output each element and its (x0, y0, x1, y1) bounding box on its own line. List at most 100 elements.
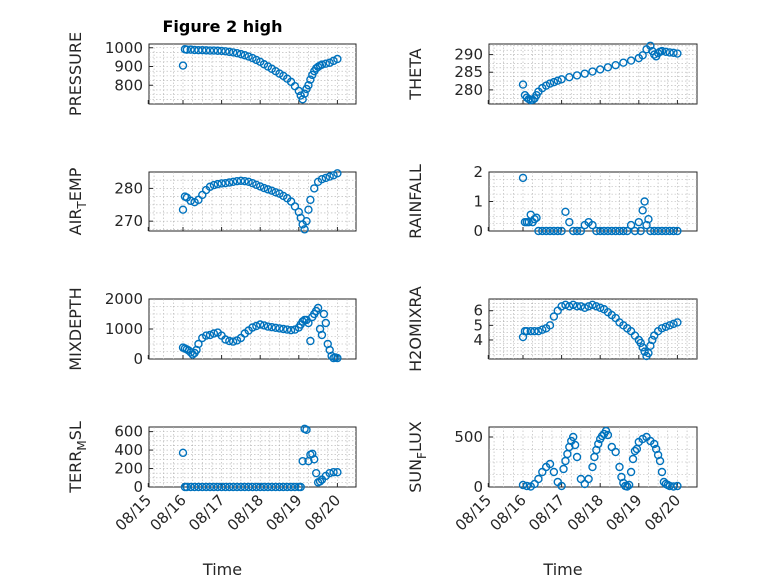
data-point (333, 54, 342, 64)
data-point (669, 48, 678, 58)
data-point (646, 41, 655, 50)
data-point (657, 226, 667, 236)
data-point (644, 348, 653, 358)
y-tick-label: 0 (473, 478, 483, 496)
data-point (596, 65, 605, 74)
data-point (217, 46, 226, 56)
data-point (205, 182, 215, 191)
data-point (557, 302, 566, 311)
data-point (592, 302, 601, 311)
data-point (611, 226, 620, 236)
data-point (198, 45, 207, 55)
data-point (549, 226, 559, 236)
data-point (640, 197, 649, 206)
data-point (232, 176, 242, 186)
data-point (300, 89, 309, 98)
data-point (286, 326, 296, 335)
x-tick-label: 08/18 (224, 491, 267, 534)
data-point (626, 467, 636, 477)
subplot-7: 0200400600TERRMSL08/1508/1608/1708/1808/… (66, 421, 357, 579)
data-point (603, 430, 613, 440)
data-point (317, 175, 327, 184)
data-point (209, 180, 219, 190)
data-point (228, 482, 238, 492)
data-point (636, 338, 645, 348)
data-point (329, 468, 338, 477)
data-point (673, 318, 682, 327)
data-point (607, 226, 616, 236)
data-point (588, 67, 597, 76)
data-point (534, 326, 543, 336)
data-point (661, 47, 671, 56)
data-point (530, 326, 539, 336)
data-point (628, 454, 638, 464)
grid (489, 427, 697, 487)
data-point (673, 49, 682, 58)
data-point (646, 226, 655, 236)
data-point (221, 482, 230, 492)
data-point (298, 317, 307, 326)
data-point (306, 336, 315, 346)
data-point (221, 178, 230, 188)
y-tick-label: 280 (114, 179, 143, 197)
y-tick-label: 270 (114, 212, 143, 230)
data-point (572, 71, 582, 80)
data-point (619, 58, 628, 67)
data-point (545, 459, 555, 469)
data-point (611, 447, 620, 457)
data-point (310, 184, 319, 193)
data-point (623, 482, 632, 491)
data-point (534, 474, 543, 484)
y-axis-label: AIRTEMP (66, 167, 89, 235)
y-tick-label: 1 (473, 193, 483, 211)
data-point (553, 76, 562, 85)
data-point (325, 172, 334, 181)
data-point (236, 482, 246, 492)
data-point (572, 226, 582, 236)
data-point (221, 335, 230, 344)
data-point (661, 226, 671, 236)
data-point (545, 79, 555, 88)
data-point (259, 482, 269, 492)
y-tick-label: 280 (454, 81, 483, 99)
data-point (298, 456, 307, 466)
data-point (252, 321, 261, 331)
data-point (669, 482, 678, 491)
data-point (286, 482, 296, 492)
data-point (201, 46, 211, 55)
data-point (657, 467, 667, 477)
x-tick-label: 08/19 (262, 491, 305, 534)
data-point (178, 205, 188, 214)
x-tick-label: 08/16 (147, 491, 190, 534)
series-markers (518, 41, 682, 105)
y-tick-label: 2 (473, 163, 483, 181)
grid (149, 299, 356, 359)
data-point (333, 169, 342, 178)
y-tick-label: 4 (473, 331, 483, 349)
data-point (213, 46, 222, 55)
data-point (186, 45, 195, 54)
data-point (275, 324, 284, 333)
x-tick-label: 08/19 (602, 491, 645, 534)
data-point (623, 226, 632, 236)
data-point (638, 206, 647, 215)
data-point (522, 326, 532, 336)
data-point (194, 45, 203, 55)
x-tick-label: 08/17 (185, 491, 228, 534)
data-point (588, 300, 597, 310)
data-point (561, 207, 570, 217)
data-point (534, 226, 543, 236)
data-point (290, 202, 300, 211)
x-tick-label: 08/17 (525, 491, 568, 534)
data-point (588, 462, 597, 472)
data-point (665, 48, 674, 57)
data-point (559, 464, 568, 474)
data-point (565, 302, 574, 311)
data-point (209, 482, 219, 492)
data-point (186, 482, 195, 492)
data-point (267, 482, 276, 492)
data-point (271, 188, 280, 197)
data-point (549, 467, 559, 477)
data-point (538, 226, 547, 236)
data-point (588, 220, 597, 230)
